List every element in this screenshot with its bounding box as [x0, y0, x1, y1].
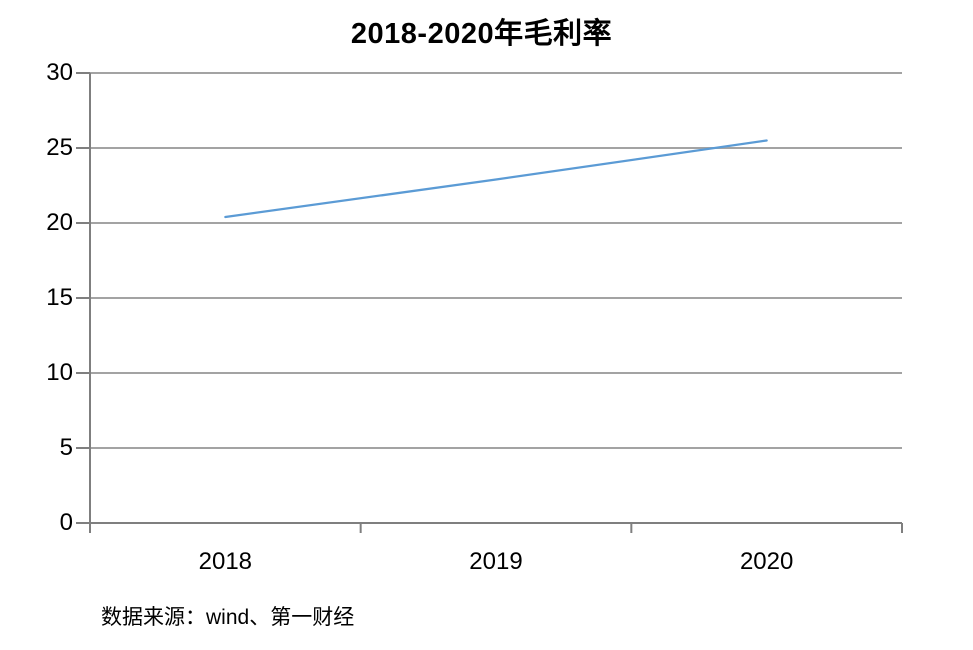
series-line — [224, 139, 768, 219]
chart-title: 2018-2020年毛利率 — [350, 18, 613, 50]
source-note: 数据来源：wind、第一财经 — [101, 606, 355, 629]
